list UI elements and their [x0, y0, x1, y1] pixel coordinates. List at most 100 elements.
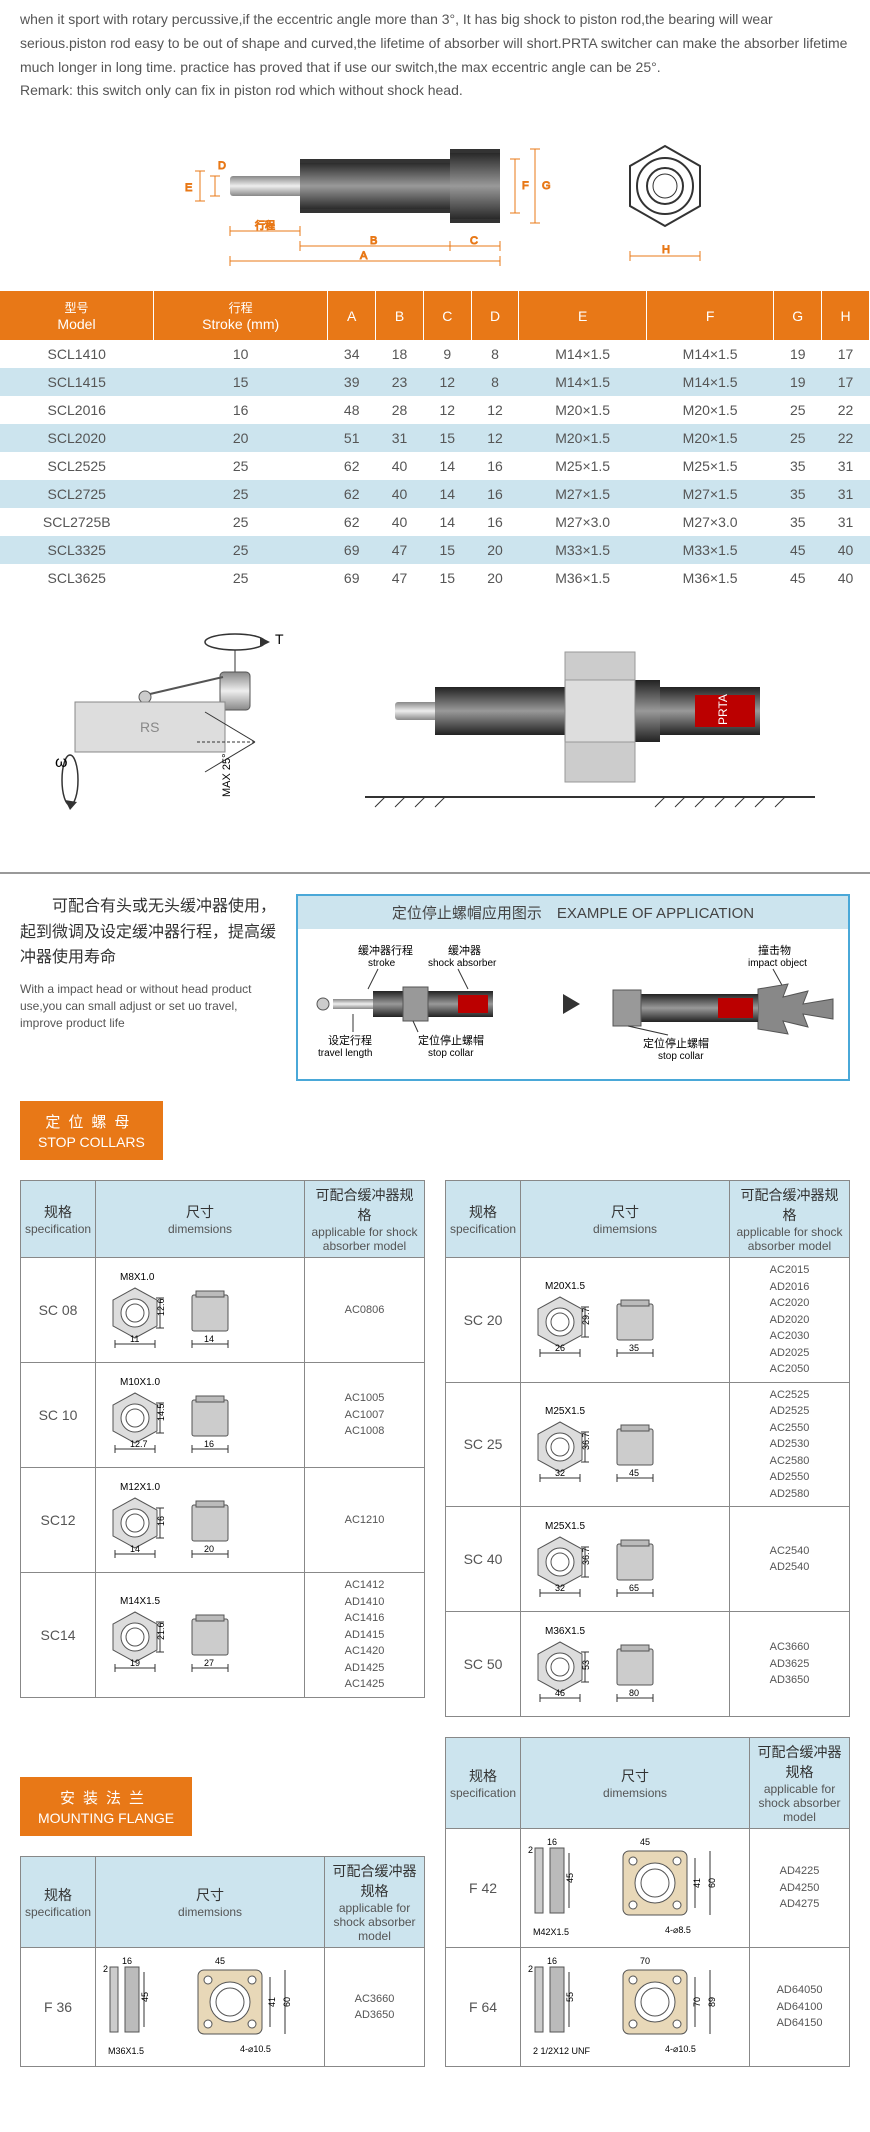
svg-text:20: 20 [204, 1544, 214, 1554]
spec-row: SCL36252569471520M36×1.5M36×1.54540 [0, 564, 870, 592]
svg-text:C: C [470, 235, 478, 247]
svg-text:定位停止螺帽: 定位停止螺帽 [643, 1036, 709, 1050]
svg-text:M36X1.5: M36X1.5 [545, 1626, 585, 1637]
ct-h-model: 可配合缓冲器规格applicable for shock absorber mo… [730, 1181, 850, 1258]
svg-text:D: D [218, 160, 226, 172]
svg-text:32: 32 [555, 1583, 565, 1593]
svg-text:45: 45 [629, 1468, 639, 1478]
svg-text:2 1/2X12 UNF: 2 1/2X12 UNF [533, 2046, 591, 2056]
spec-table: 型号Model行程Stroke (mm)ABCDEFGH SCL14101034… [0, 291, 870, 592]
svg-text:B: B [370, 235, 377, 247]
svg-text:16: 16 [547, 1837, 557, 1847]
svg-text:M36X1.5: M36X1.5 [108, 2046, 144, 2056]
svg-text:16: 16 [204, 1439, 214, 1449]
svg-text:70: 70 [692, 1997, 702, 2007]
svg-text:M12X1.0: M12X1.0 [120, 1482, 160, 1493]
ct-h-spec: 规格specification [446, 1181, 521, 1258]
svg-text:27: 27 [204, 1658, 214, 1668]
svg-text:16: 16 [156, 1516, 166, 1526]
svg-text:55: 55 [565, 1992, 575, 2002]
svg-text:19: 19 [130, 1658, 140, 1668]
spec-header: G [774, 291, 822, 340]
svg-text:M42X1.5: M42X1.5 [533, 1927, 569, 1937]
spec-header: B [376, 291, 424, 340]
svg-text:21.6: 21.6 [156, 1623, 166, 1641]
svg-text:45: 45 [640, 1837, 650, 1847]
svg-text:E: E [185, 182, 192, 194]
svg-text:36.7: 36.7 [581, 1547, 591, 1565]
svg-text:16: 16 [547, 1956, 557, 1966]
svg-text:14: 14 [130, 1544, 140, 1554]
svg-text:29.7: 29.7 [581, 1308, 591, 1326]
ct-h-dim: 尺寸dimemsions [521, 1181, 730, 1258]
svg-text:14.5: 14.5 [156, 1403, 166, 1421]
collar-row: F 36 2 16 45 M36X1.5 45 41 60 4-⌀10.5 AC… [21, 1948, 425, 2067]
svg-text:2: 2 [528, 1964, 533, 1974]
spec-row: SCL20161648281212M20×1.5M20×1.52522 [0, 396, 870, 424]
collar-row: SC 10 M10X1.0 14.5 12.7 16 AC1005AC1007A… [21, 1363, 425, 1468]
spec-header: F [646, 291, 773, 340]
svg-text:11: 11 [130, 1334, 139, 1344]
svg-text:H: H [662, 244, 670, 256]
svg-text:45: 45 [140, 1992, 150, 2002]
stop-collars-label: 定位螺母 STOP COLLARS [20, 1101, 163, 1160]
svg-text:14: 14 [204, 1334, 214, 1344]
svg-text:M20X1.5: M20X1.5 [545, 1281, 585, 1292]
ct-h-model: 可配合缓冲器规格applicable for shock absorber mo… [305, 1181, 425, 1258]
sec2-en: With a impact head or without head produ… [20, 981, 276, 1031]
svg-text:定位停止螺帽: 定位停止螺帽 [418, 1033, 484, 1047]
diagram-application: T RS ω MAX 25° PRTA [0, 592, 870, 874]
svg-text:46: 46 [555, 1688, 565, 1698]
svg-text:26: 26 [555, 1343, 565, 1353]
collar-row: SC14 M14X1.5 21.6 19 27 AC1412AD1410AC14… [21, 1573, 425, 1698]
svg-text:M8X1.0: M8X1.0 [120, 1272, 155, 1283]
svg-text:41: 41 [267, 1997, 277, 2007]
svg-text:stop collar: stop collar [428, 1048, 474, 1059]
collar-row: SC 50 M36X1.5 53 46 80 AC3660AD3625AD365… [446, 1612, 850, 1717]
ct-h-dim: 尺寸dimemsions [521, 1738, 750, 1829]
ct-h-spec: 规格specification [21, 1181, 96, 1258]
ct-h-model: 可配合缓冲器规格applicable for shock absorber mo… [750, 1738, 850, 1829]
spec-row: SCL27252562401416M27×1.5M27×1.53531 [0, 480, 870, 508]
svg-text:撞击物: 撞击物 [758, 943, 791, 957]
application-box: 定位停止螺帽应用图示 EXAMPLE OF APPLICATION 缓冲器行程s… [296, 894, 850, 1081]
svg-text:53: 53 [581, 1660, 591, 1670]
svg-text:89: 89 [707, 1997, 717, 2007]
sec2-cn: 可配合有头或无头缓冲器使用，起到微调及设定缓冲器行程，提高缓冲器使用寿命 [20, 894, 276, 971]
spec-row: SCL1415153923128M14×1.5M14×1.51917 [0, 368, 870, 396]
svg-text:60: 60 [282, 1997, 292, 2007]
spec-header: D [471, 291, 519, 340]
svg-text:F: F [522, 180, 529, 192]
svg-text:stop collar: stop collar [658, 1051, 704, 1062]
collar-row: SC12 M12X1.0 16 14 20 AC1210 [21, 1468, 425, 1573]
svg-text:65: 65 [629, 1583, 639, 1593]
spec-header: A [328, 291, 376, 340]
spec-header: C [423, 291, 471, 340]
svg-text:32: 32 [555, 1468, 565, 1478]
svg-text:缓冲器: 缓冲器 [448, 943, 481, 957]
svg-text:12.6: 12.6 [156, 1298, 166, 1316]
svg-text:行程: 行程 [255, 219, 275, 232]
svg-text:M25X1.5: M25X1.5 [545, 1521, 585, 1532]
diagram-cross-section: E D F G 行程 B C A H [0, 111, 870, 291]
ct-h-dim: 尺寸dimemsions [96, 1857, 325, 1948]
svg-text:41: 41 [692, 1878, 702, 1888]
ct-h-dim: 尺寸dimemsions [96, 1181, 305, 1258]
intro-p2: Remark: this switch only can fix in pist… [20, 79, 850, 103]
collar-row: SC 25 M25X1.5 36.7 32 45 AC2525AD2525AC2… [446, 1382, 850, 1507]
svg-text:PRTA: PRTA [716, 694, 730, 725]
svg-text:RS: RS [140, 719, 159, 735]
collar-row: F 64 2 16 55 2 1/2X12 UNF 70 70 89 4-⌀10… [446, 1948, 850, 2067]
svg-text:impact object: impact object [748, 958, 807, 969]
spec-row: SCL33252569471520M33×1.5M33×1.54540 [0, 536, 870, 564]
spec-row: SCL2725B2562401416M27×3.0M27×3.03531 [0, 508, 870, 536]
svg-text:设定行程: 设定行程 [328, 1033, 372, 1047]
svg-text:45: 45 [215, 1956, 225, 1966]
svg-text:60: 60 [707, 1878, 717, 1888]
collar-row: SC 20 M20X1.5 29.7 26 35 AC2015AD2016AC2… [446, 1258, 850, 1383]
svg-text:travel length: travel length [318, 1048, 372, 1059]
svg-text:4-⌀10.5: 4-⌀10.5 [665, 2044, 696, 2054]
intro-p1: when it sport with rotary percussive,if … [20, 8, 850, 79]
svg-text:45: 45 [565, 1873, 575, 1883]
spec-row: SCL25252562401416M25×1.5M25×1.53531 [0, 452, 870, 480]
